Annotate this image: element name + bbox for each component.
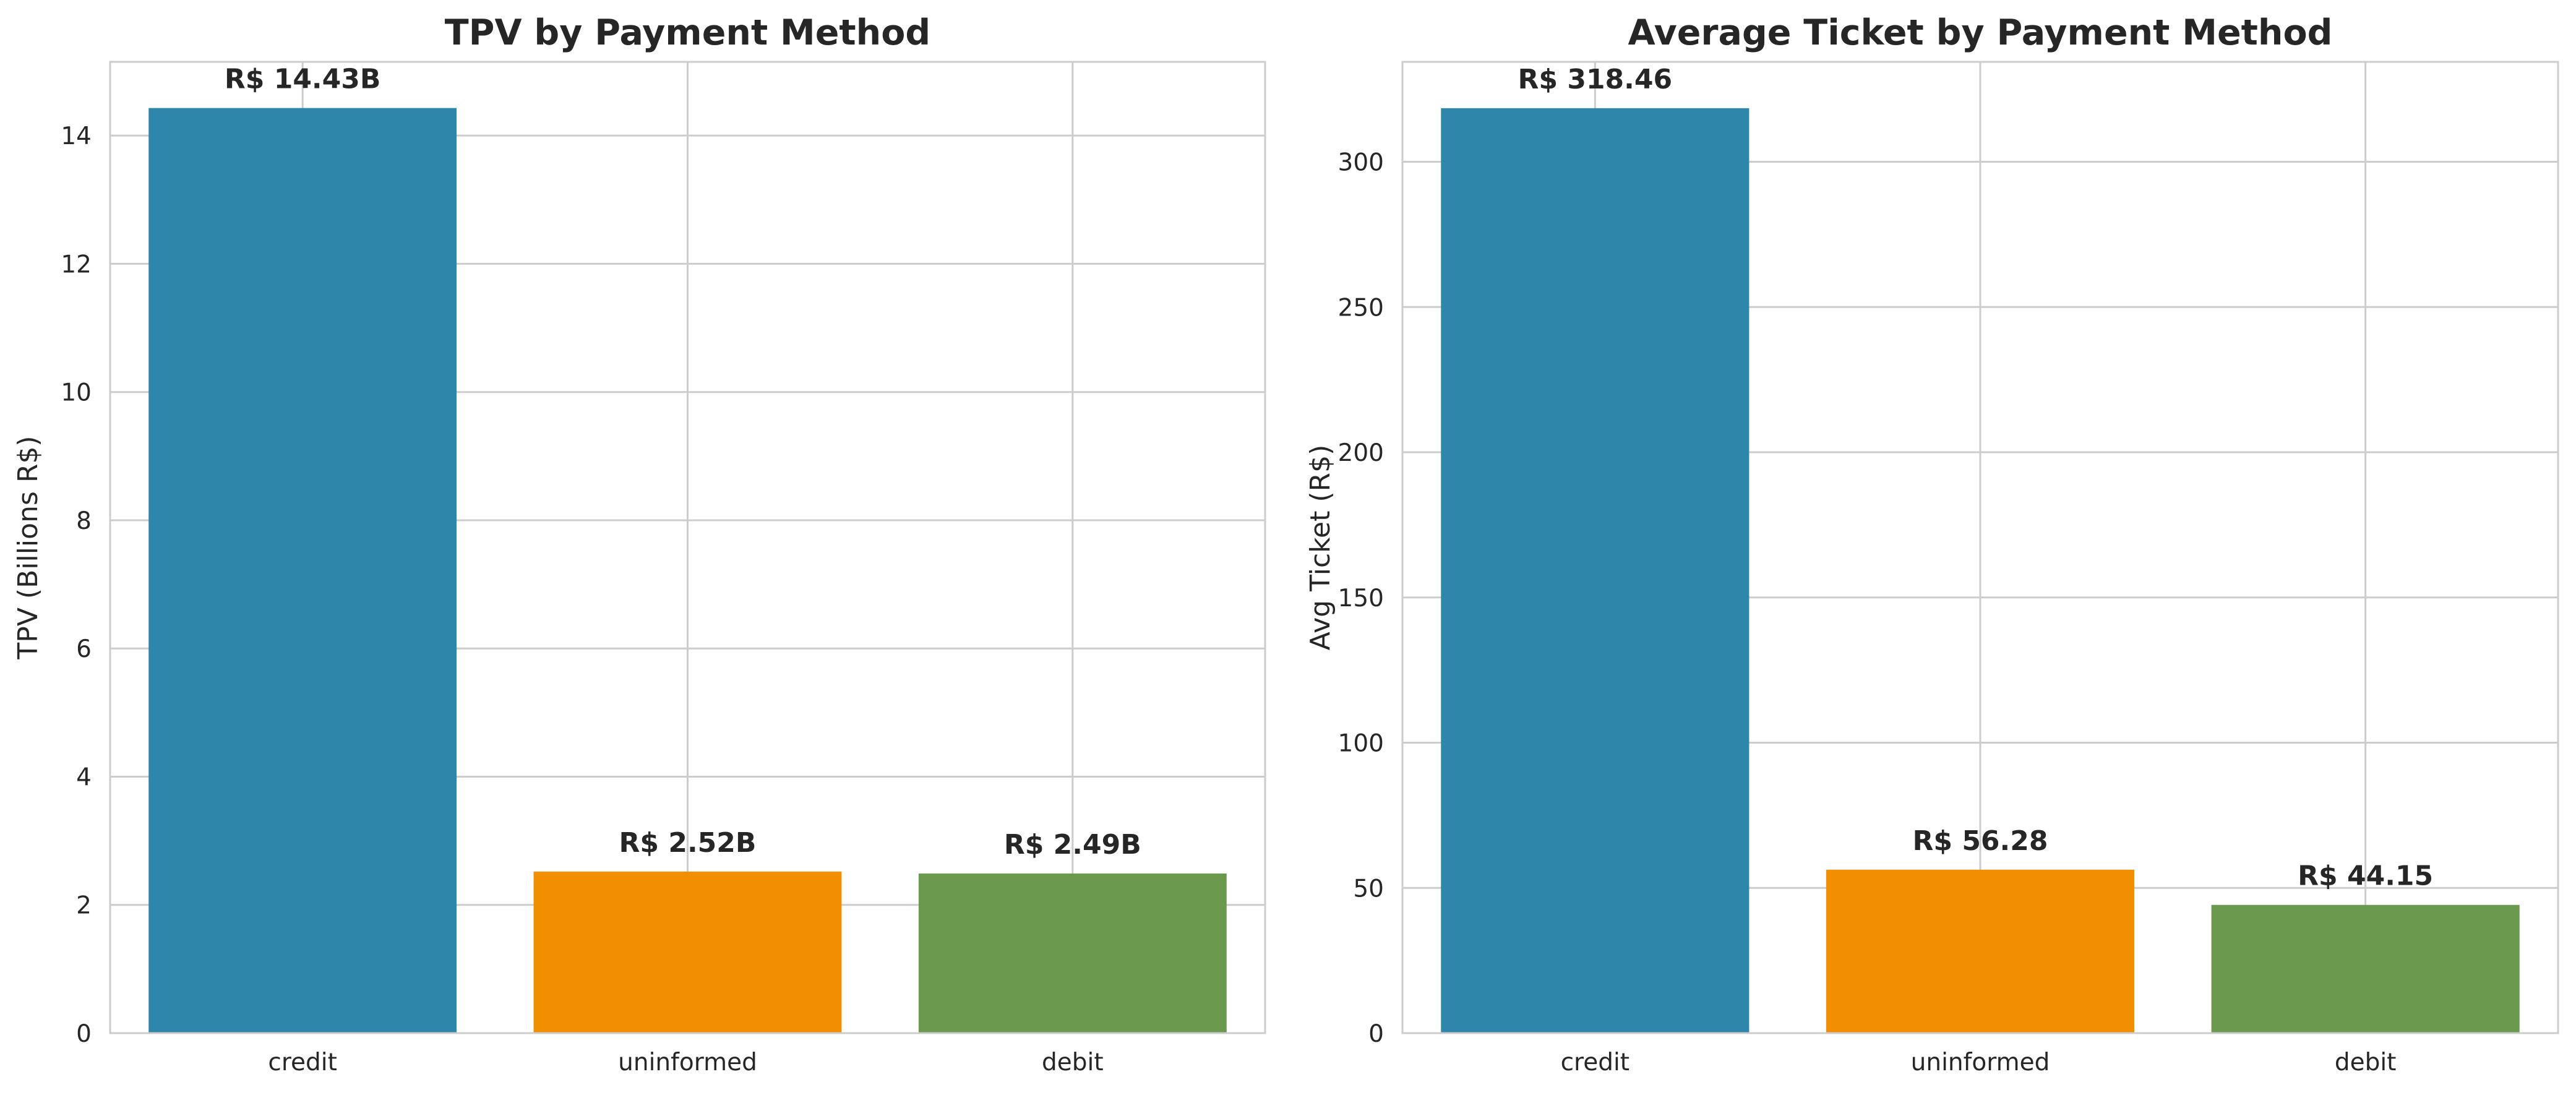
tpv-data-labels: R$ 14.43B R$ 2.52B R$ 2.49B bbox=[225, 64, 1141, 861]
avg-ticket-chart: 0 50 100 150 200 250 300 credit uninformed debit… bbox=[1305, 12, 2559, 1076]
tpv-y-tick-label: 8 bbox=[76, 507, 92, 535]
tpv-x-ticks: credit uninformed debit bbox=[268, 1049, 1103, 1076]
avg-ticket-data-label-uninformed: R$ 56.28 bbox=[1913, 825, 2048, 857]
avg-ticket-y-tick-label: 250 bbox=[1338, 294, 1384, 322]
avg-ticket-data-label-debit: R$ 44.15 bbox=[2298, 861, 2433, 892]
tpv-bar-uninformed bbox=[533, 871, 842, 1033]
tpv-y-axis-label: TPV (Billions R$) bbox=[12, 436, 44, 659]
avg-ticket-y-tick-label: 50 bbox=[1353, 875, 1384, 903]
tpv-x-tick-label: debit bbox=[1042, 1049, 1104, 1076]
tpv-data-label-credit: R$ 14.43B bbox=[225, 64, 381, 95]
avg-ticket-y-tick-label: 300 bbox=[1338, 149, 1384, 177]
tpv-chart-title: TPV by Payment Method bbox=[445, 12, 930, 53]
avg-ticket-plot-frame bbox=[1401, 61, 2559, 1034]
avg-ticket-bars bbox=[1441, 108, 2520, 1034]
tpv-bar-credit bbox=[148, 108, 457, 1033]
avg-ticket-y-tick-label: 150 bbox=[1338, 585, 1384, 612]
tpv-x-tick-label: credit bbox=[268, 1049, 337, 1076]
tpv-y-tick-label: 10 bbox=[61, 379, 92, 407]
avg-ticket-y-tick-label: 100 bbox=[1338, 730, 1384, 758]
tpv-bars bbox=[148, 108, 1227, 1033]
tpv-y-ticks: 0 2 4 6 8 10 12 14 bbox=[61, 122, 92, 1048]
avg-ticket-data-labels: R$ 318.46 R$ 56.28 R$ 44.15 bbox=[1518, 64, 2434, 892]
avg-ticket-x-ticks: credit uninformed debit bbox=[1561, 1049, 2397, 1076]
tpv-bar-debit bbox=[918, 873, 1227, 1033]
avg-ticket-y-ticks: 0 50 100 150 200 250 300 bbox=[1338, 149, 1384, 1048]
tpv-y-tick-label: 12 bbox=[61, 251, 92, 278]
tpv-data-label-uninformed: R$ 2.52B bbox=[619, 827, 757, 859]
avg-ticket-y-axis-label: Avg Ticket (R$) bbox=[1305, 445, 1336, 651]
avg-ticket-y-tick-label: 200 bbox=[1338, 439, 1384, 467]
tpv-plot-frame bbox=[109, 61, 1266, 1034]
avg-ticket-chart-title: Average Ticket by Payment Method bbox=[1628, 12, 2333, 53]
avg-ticket-x-tick-label: uninformed bbox=[1911, 1049, 2050, 1076]
avg-ticket-data-label-credit: R$ 318.46 bbox=[1518, 64, 1673, 95]
tpv-y-tick-label: 2 bbox=[76, 892, 92, 920]
avg-ticket-bar-credit bbox=[1441, 108, 1750, 1034]
avg-ticket-y-tick-label: 0 bbox=[1368, 1020, 1384, 1048]
avg-ticket-x-tick-label: debit bbox=[2335, 1049, 2397, 1076]
tpv-y-tick-label: 6 bbox=[76, 635, 92, 663]
tpv-y-tick-label: 14 bbox=[61, 122, 92, 150]
tpv-y-tick-label: 0 bbox=[76, 1020, 92, 1048]
avg-ticket-bar-uninformed bbox=[1826, 869, 2135, 1033]
tpv-y-tick-label: 4 bbox=[76, 763, 92, 791]
tpv-x-tick-label: uninformed bbox=[618, 1049, 757, 1076]
tpv-data-label-debit: R$ 2.49B bbox=[1004, 829, 1141, 861]
tpv-chart: 0 2 4 6 8 10 12 14 credit uninformed debit R$ 14.… bbox=[12, 12, 1266, 1076]
avg-ticket-bar-debit bbox=[2211, 904, 2520, 1033]
avg-ticket-x-tick-label: credit bbox=[1561, 1049, 1630, 1076]
